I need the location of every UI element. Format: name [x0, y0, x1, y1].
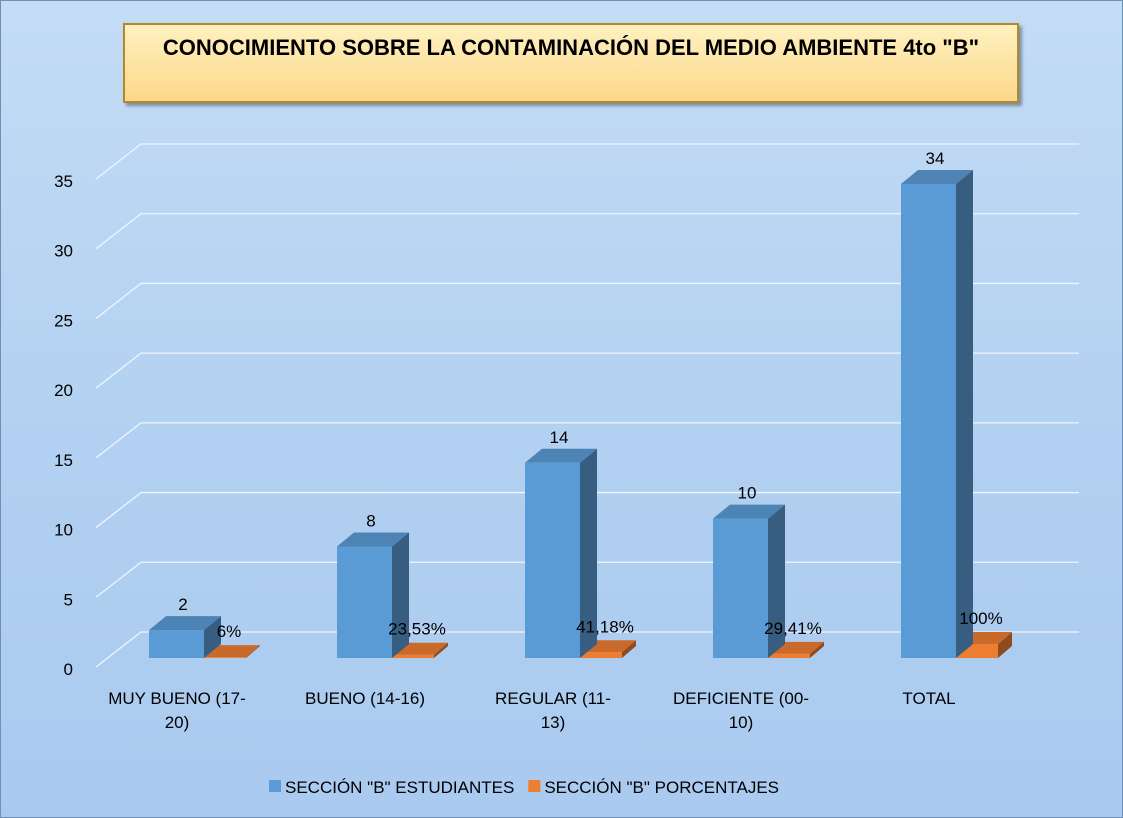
x-tick-label: REGULAR (11-13) — [495, 689, 611, 732]
legend-swatch — [528, 780, 541, 792]
bar-top — [901, 169, 973, 184]
data-label: 6% — [217, 622, 242, 641]
bar-top — [204, 645, 260, 658]
bar-side — [204, 616, 221, 658]
grid-line — [95, 143, 1079, 180]
x-tick-label: BUENO (14-16) — [305, 689, 425, 708]
bar-side — [956, 169, 973, 658]
grid-line — [95, 491, 1079, 529]
data-label: 2 — [178, 595, 187, 614]
bar-side — [998, 632, 1012, 658]
bar-top — [149, 616, 221, 631]
data-label: 8 — [366, 511, 375, 530]
grid-line — [95, 422, 1079, 459]
legend-label: SECCIÓN "B" ESTUDIANTES — [285, 778, 514, 797]
bar-side — [580, 448, 597, 658]
bar-top — [713, 504, 785, 519]
grid-line — [95, 352, 1079, 389]
bar-side — [622, 640, 636, 658]
bar — [713, 518, 768, 658]
bar — [901, 183, 956, 658]
x-tick-label: TOTAL — [902, 689, 956, 708]
bar — [580, 652, 622, 658]
x-tick-label: DEFICIENTE (00-10) — [672, 689, 810, 732]
data-label: 10 — [738, 484, 757, 503]
data-label: 34 — [926, 149, 945, 168]
y-tick-label: 30 — [54, 242, 73, 261]
bar — [337, 546, 392, 658]
y-tick-label: 10 — [54, 521, 73, 540]
y-tick-label: 20 — [54, 381, 73, 400]
x-tick-label: MUY BUENO (17-20) — [108, 689, 246, 732]
y-tick-label: 5 — [64, 590, 73, 609]
chart-title: CONOCIMIENTO SOBRE LA CONTAMINACIÓN DEL … — [123, 23, 1019, 103]
legend-swatch — [269, 780, 281, 792]
bar-side — [434, 642, 448, 658]
y-tick-label: 0 — [64, 660, 73, 679]
bar-side — [810, 641, 824, 658]
data-label: 41,18% — [576, 617, 634, 636]
bar — [149, 630, 204, 658]
bar — [392, 654, 434, 658]
y-tick-label: 25 — [54, 311, 73, 330]
bar-top — [525, 448, 597, 463]
data-label: 100% — [959, 609, 1002, 628]
bar-side — [392, 532, 409, 658]
bar-top — [337, 532, 409, 547]
data-label: 14 — [550, 428, 569, 447]
bar — [204, 657, 246, 658]
bar — [525, 462, 580, 658]
grid-line — [95, 213, 1079, 250]
data-label: 29,41% — [764, 619, 822, 638]
bar-side — [768, 504, 785, 658]
bar — [768, 653, 810, 658]
y-tick-label: 35 — [54, 172, 73, 191]
data-label: 23,53% — [388, 620, 446, 639]
legend-label: SECCIÓN "B" PORCENTAJES — [544, 778, 779, 797]
y-tick-label: 15 — [54, 451, 73, 470]
grid-line — [95, 282, 1079, 319]
bar-side — [246, 645, 260, 658]
